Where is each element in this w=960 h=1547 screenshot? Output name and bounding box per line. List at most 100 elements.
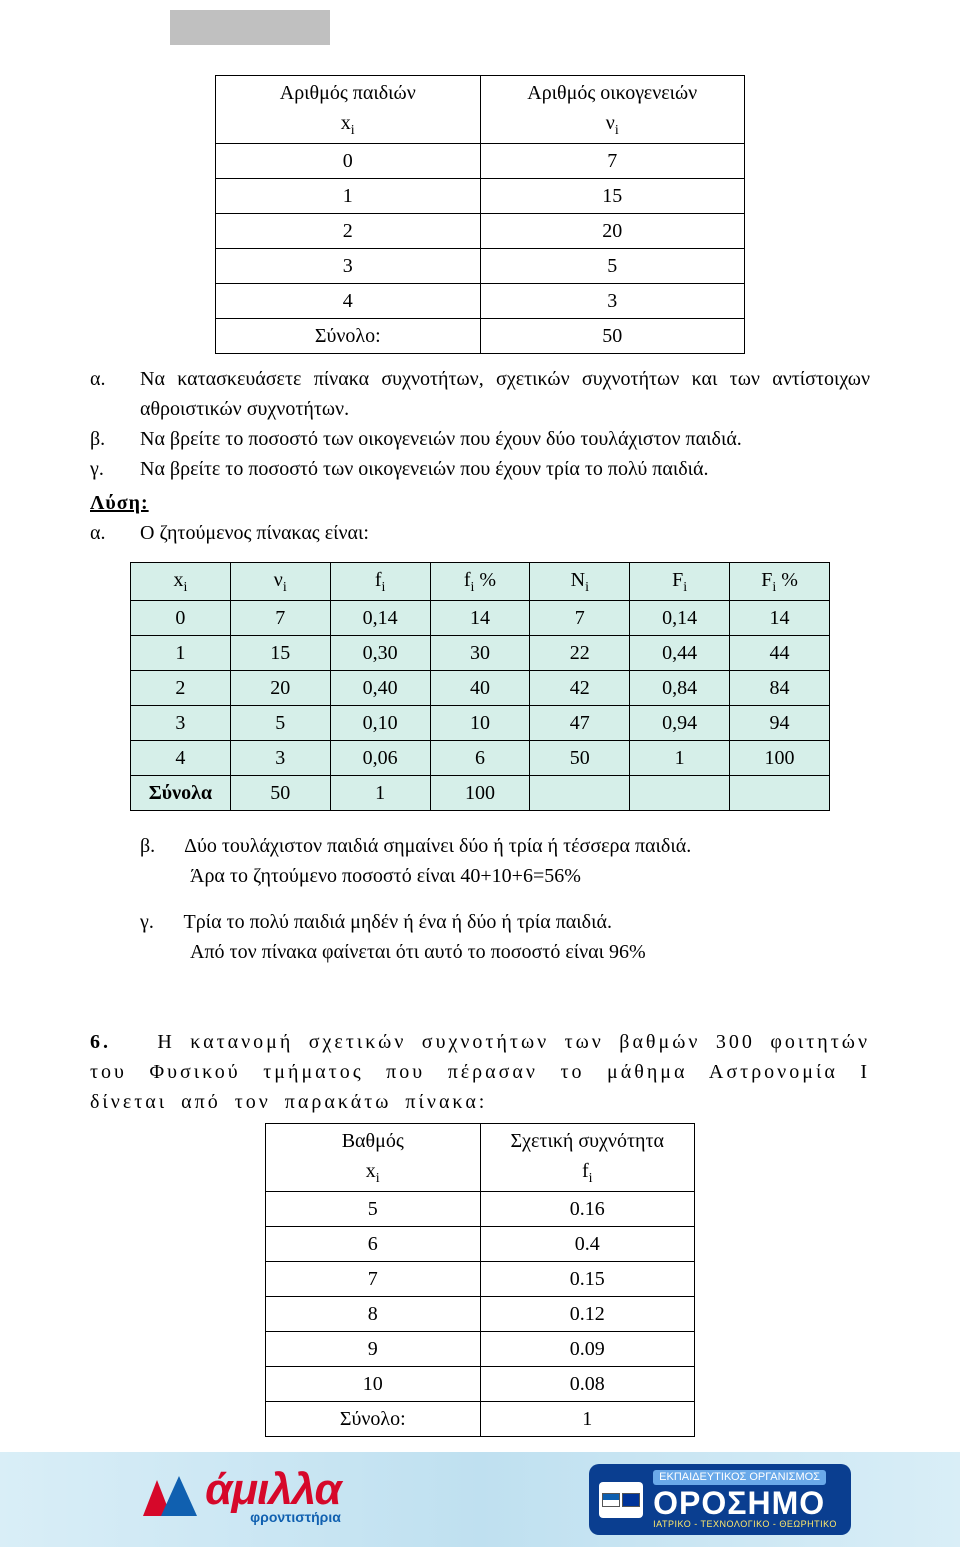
t1-cell: 2	[216, 214, 481, 249]
table-row: 35	[216, 249, 745, 284]
t3-h1-line1: Βαθμός	[342, 1130, 404, 1152]
table-row: 220	[216, 214, 745, 249]
t2-cell: 0,10	[330, 706, 430, 741]
table-row: 070,141470,1414	[131, 601, 830, 636]
t3-cell: 5	[266, 1192, 481, 1227]
t2-cell: 20	[230, 671, 330, 706]
t3-h2-line2-main: f	[582, 1160, 589, 1182]
t2-cell: 0,30	[330, 636, 430, 671]
t1-h2-line2-main: ν	[606, 112, 615, 134]
t2-cell: 0,40	[330, 671, 430, 706]
t2-cell: 0,14	[630, 601, 730, 636]
t3-h2-line2-sub: i	[589, 1171, 593, 1186]
t3-cell: 8	[266, 1297, 481, 1332]
t3-cell: 0.12	[480, 1297, 695, 1332]
t2-foot-cell	[530, 776, 630, 811]
families-input-table: Αριθμός παιδιών xi Αριθμός οικογενειών ν…	[215, 75, 745, 354]
t2-cell: 2	[131, 671, 231, 706]
orosimo-logo: ΕΚΠΑΙΔΕΥΤΙΚΟΣ ΟΡΓΑΝΙΣΜΟΣ ΟΡΟΣΗΜΟ ΙΑΤΡΙΚΟ…	[589, 1464, 851, 1535]
t1-foot-label: Σύνολο:	[216, 319, 481, 354]
frequency-table-wrap: xiνififi %NiFiFi %070,141470,14141150,30…	[130, 562, 830, 811]
t3-foot-value: 1	[480, 1402, 695, 1437]
t3-cell: 0.16	[480, 1192, 695, 1227]
solution-heading: Λύση:	[90, 488, 870, 518]
sol-b-line2: Άρα το ζητούμενο ποσοστό είναι 40+10+6=5…	[140, 861, 870, 891]
amilla-icon	[139, 1472, 197, 1520]
orosimo-top: ΕΚΠΑΙΔΕΥΤΙΚΟΣ ΟΡΓΑΝΙΣΜΟΣ	[653, 1470, 826, 1485]
t3-h1-line2-sub: i	[376, 1171, 380, 1186]
t1-cell: 20	[480, 214, 745, 249]
t2-header-cell: fi %	[430, 563, 530, 601]
q-b-text: Να βρείτε το ποσοστό των οικογενειών που…	[140, 424, 870, 454]
t2-cell: 40	[430, 671, 530, 706]
table-row: 115	[216, 179, 745, 214]
t2-cell: 10	[430, 706, 530, 741]
t2-cell: 0,14	[330, 601, 430, 636]
t2-foot-label: Σύνολα	[131, 776, 231, 811]
t2-header-cell: Fi	[630, 563, 730, 601]
frequency-table: xiνififi %NiFiFi %070,141470,14141150,30…	[130, 562, 830, 811]
t1-cell: 5	[480, 249, 745, 284]
t2-header-cell: νi	[230, 563, 330, 601]
table-row: 50.16	[266, 1192, 695, 1227]
t2-cell: 4	[131, 741, 231, 776]
t3-head-col1: Βαθμός xi	[266, 1124, 481, 1192]
table-row: 100.08	[266, 1367, 695, 1402]
t1-head-col2: Αριθμός οικογενειών νi	[480, 76, 745, 144]
t2-cell: 42	[530, 671, 630, 706]
t1-h2-line2-sub: i	[615, 123, 619, 138]
t2-header-cell: Ni	[530, 563, 630, 601]
t2-header-cell: xi	[131, 563, 231, 601]
t2-cell: 3	[131, 706, 231, 741]
t2-cell: 7	[230, 601, 330, 636]
t3-cell: 0.09	[480, 1332, 695, 1367]
questions-list: α. Να κατασκευάσετε πίνακα συχνοτήτων, σ…	[90, 364, 870, 484]
table-row: Σύνολα501100	[131, 776, 830, 811]
t2-foot-cell	[730, 776, 830, 811]
solution-a-row: α. Ο ζητούμενος πίνακας είναι:	[90, 518, 870, 548]
t1-head-col1: Αριθμός παιδιών xi	[216, 76, 481, 144]
t1-cell: 7	[480, 144, 745, 179]
t2-cell: 44	[730, 636, 830, 671]
footer-right: ΕΚΠΑΙΔΕΥΤΙΚΟΣ ΟΡΓΑΝΙΣΜΟΣ ΟΡΟΣΗΜΟ ΙΑΤΡΙΚΟ…	[480, 1452, 960, 1547]
q-a-text: Να κατασκευάσετε πίνακα συχνοτήτων, σχετ…	[140, 364, 870, 424]
table-row: 43	[216, 284, 745, 319]
t3-foot-label: Σύνολο:	[266, 1402, 481, 1437]
sol-c-line2: Από τον πίνακα φαίνεται ότι αυτό το ποσο…	[140, 937, 870, 967]
t2-foot-cell: 100	[430, 776, 530, 811]
table-row: 1150,3030220,4444	[131, 636, 830, 671]
sol-a-text: Ο ζητούμενος πίνακας είναι:	[140, 518, 870, 548]
t2-cell: 0,94	[630, 706, 730, 741]
t1-foot-value: 50	[480, 319, 745, 354]
page-footer: άμιλλα φροντιστήρια ΕΚΠΑΙΔΕΥΤΙΚΟΣ ΟΡΓΑΝΙ…	[0, 1452, 960, 1547]
t2-header-cell: Fi %	[730, 563, 830, 601]
t3-h2-line1: Σχετική συχνότητα	[511, 1130, 665, 1152]
table-row: 60.4	[266, 1227, 695, 1262]
exercise-6: 6. Η κατανομή σχετικών συχνοτήτων των βα…	[90, 1027, 870, 1117]
footer-left: άμιλλα φροντιστήρια	[0, 1452, 480, 1547]
table-row: 90.09	[266, 1332, 695, 1367]
t2-cell: 50	[530, 741, 630, 776]
document-page: Αριθμός παιδιών xi Αριθμός οικογενειών ν…	[0, 0, 960, 1547]
t1-cell: 0	[216, 144, 481, 179]
t3-cell: 7	[266, 1262, 481, 1297]
t2-cell: 100	[730, 741, 830, 776]
ex6-number: 6.	[90, 1031, 111, 1053]
t3-h1-line2-main: x	[366, 1160, 376, 1182]
q-c-text: Να βρείτε το ποσοστό των οικογενειών που…	[140, 454, 870, 484]
t2-cell: 5	[230, 706, 330, 741]
orosimo-sub: ΙΑΤΡΙΚΟ - ΤΕΧΝΟΛΟΓΙΚΟ - ΘΕΩΡΗΤΙΚΟ	[653, 1520, 837, 1529]
t1-cell: 15	[480, 179, 745, 214]
sol-c-label: γ.	[140, 911, 154, 933]
table-row: Σύνολο:50	[216, 319, 745, 354]
q-b-label: β.	[90, 424, 140, 454]
table-row: 70.15	[266, 1262, 695, 1297]
t3-cell: 0.4	[480, 1227, 695, 1262]
t1-cell: 3	[216, 249, 481, 284]
t2-cell: 1	[131, 636, 231, 671]
sol-a-label: α.	[90, 518, 140, 548]
ex6-text: Η κατανομή σχετικών συχνοτήτων των βαθμώ…	[90, 1031, 870, 1113]
t2-cell: 6	[430, 741, 530, 776]
sol-b-line1: Δύο τουλάχιστον παιδιά σημαίνει δύο ή τρ…	[184, 835, 691, 857]
t2-cell: 3	[230, 741, 330, 776]
